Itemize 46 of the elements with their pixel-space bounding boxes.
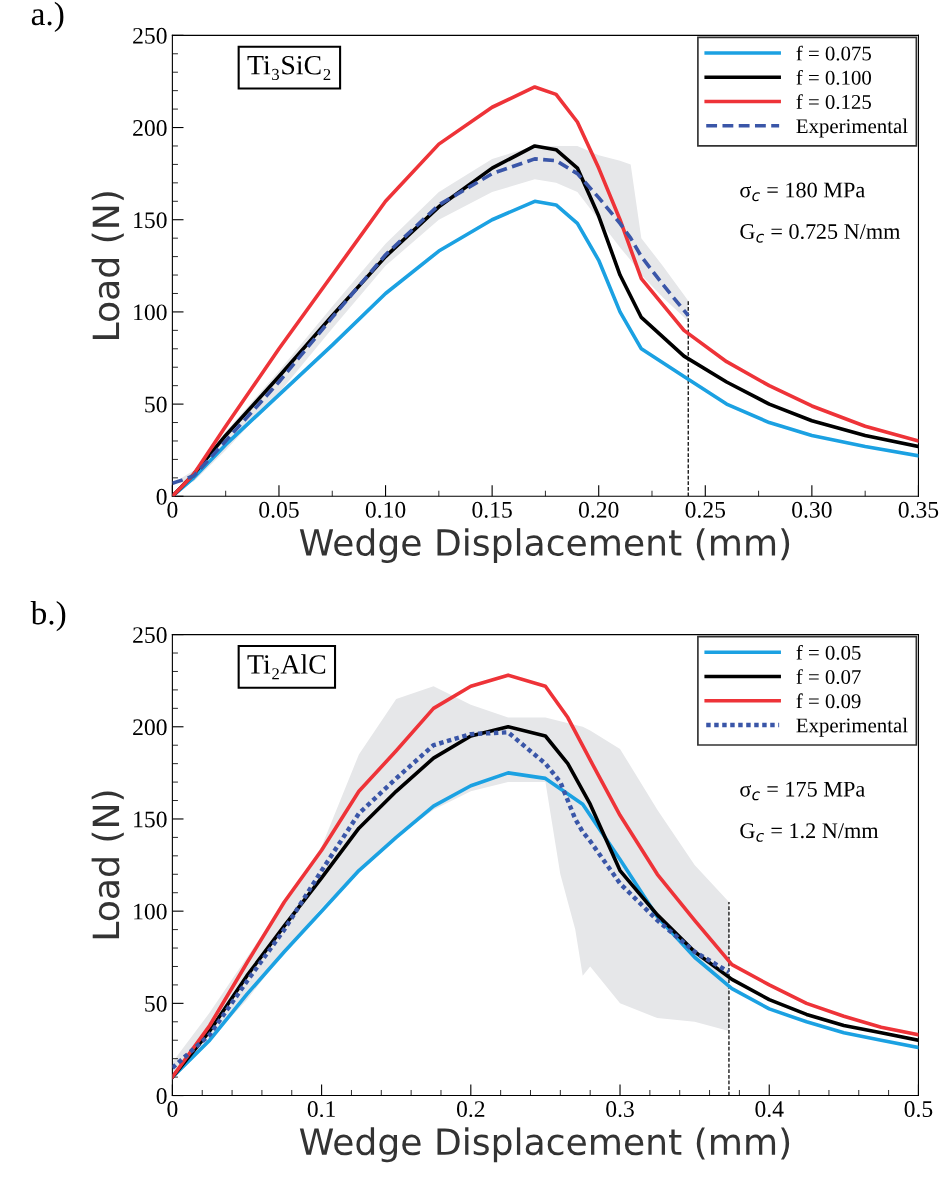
x-axis-title: Wedge Displacement (mm) bbox=[299, 528, 790, 564]
x-tick-label: 0.1 bbox=[307, 1101, 335, 1118]
x-tick-label: 0.25 bbox=[685, 501, 726, 518]
y-tick-label: 50 bbox=[145, 396, 167, 413]
annotation: σ$_{c}$ = 180 MPa bbox=[740, 182, 865, 202]
legend-label: f = 0.05 bbox=[796, 644, 861, 660]
y-tick-label: 150 bbox=[134, 212, 167, 229]
y-axis-title: Load (N) bbox=[91, 192, 124, 339]
legend-label: Experimental bbox=[796, 118, 908, 138]
annotation: Ti₃SiC₂ bbox=[247, 55, 331, 81]
annotation: Ti₂AlC bbox=[247, 654, 326, 680]
x-tick-label: 0.05 bbox=[259, 501, 299, 518]
y-tick-label: 250 bbox=[133, 27, 167, 44]
x-tick-label: 0.5 bbox=[904, 1101, 933, 1118]
x-tick-label: 0 bbox=[167, 1101, 178, 1118]
x-axis-title: Wedge Displacement (mm) bbox=[299, 1127, 790, 1163]
x-tick-label: 0 bbox=[167, 501, 178, 518]
y-tick-label: 50 bbox=[145, 995, 167, 1012]
text: a.) bbox=[31, 1, 64, 33]
legend-label: f = 0.07 bbox=[796, 669, 861, 685]
x-tick-label: 0.20 bbox=[578, 501, 619, 518]
x-tick-label: 0.4 bbox=[755, 1101, 784, 1118]
legend-label: f = 0.075 bbox=[796, 45, 871, 61]
y-tick-label: 200 bbox=[133, 120, 167, 136]
annotation: G$_{c}$ = 1.2 N/mm bbox=[740, 823, 879, 842]
y-tick-label: 0 bbox=[156, 1088, 167, 1104]
legend-label: f = 0.100 bbox=[796, 69, 871, 85]
x-tick-label: 0.10 bbox=[365, 501, 406, 518]
x-tick-label: 0.30 bbox=[792, 501, 832, 518]
y-tick-label: 0 bbox=[156, 488, 167, 505]
y-tick-label: 250 bbox=[133, 627, 167, 644]
annotation: G$_{c}$ = 0.725 N/mm bbox=[740, 224, 901, 243]
y-tick-label: 200 bbox=[133, 719, 167, 736]
y-tick-label: 150 bbox=[134, 811, 167, 828]
x-tick-label: 0.2 bbox=[456, 1101, 485, 1118]
legend-label: Experimental bbox=[796, 717, 908, 737]
y-axis-title: Load (N) bbox=[91, 791, 124, 939]
x-tick-label: 0.35 bbox=[898, 501, 939, 518]
y-tick-label: 100 bbox=[134, 903, 167, 920]
x-tick-label: 0.15 bbox=[472, 501, 512, 518]
legend-label: f = 0.09 bbox=[796, 693, 861, 709]
annotation: σ$_{c}$ = 175 MPa bbox=[740, 781, 865, 801]
x-tick-label: 0.3 bbox=[606, 1101, 634, 1118]
legend-label: f = 0.125 bbox=[796, 94, 871, 110]
y-tick-label: 100 bbox=[134, 304, 167, 321]
text: b.) bbox=[30, 601, 66, 632]
